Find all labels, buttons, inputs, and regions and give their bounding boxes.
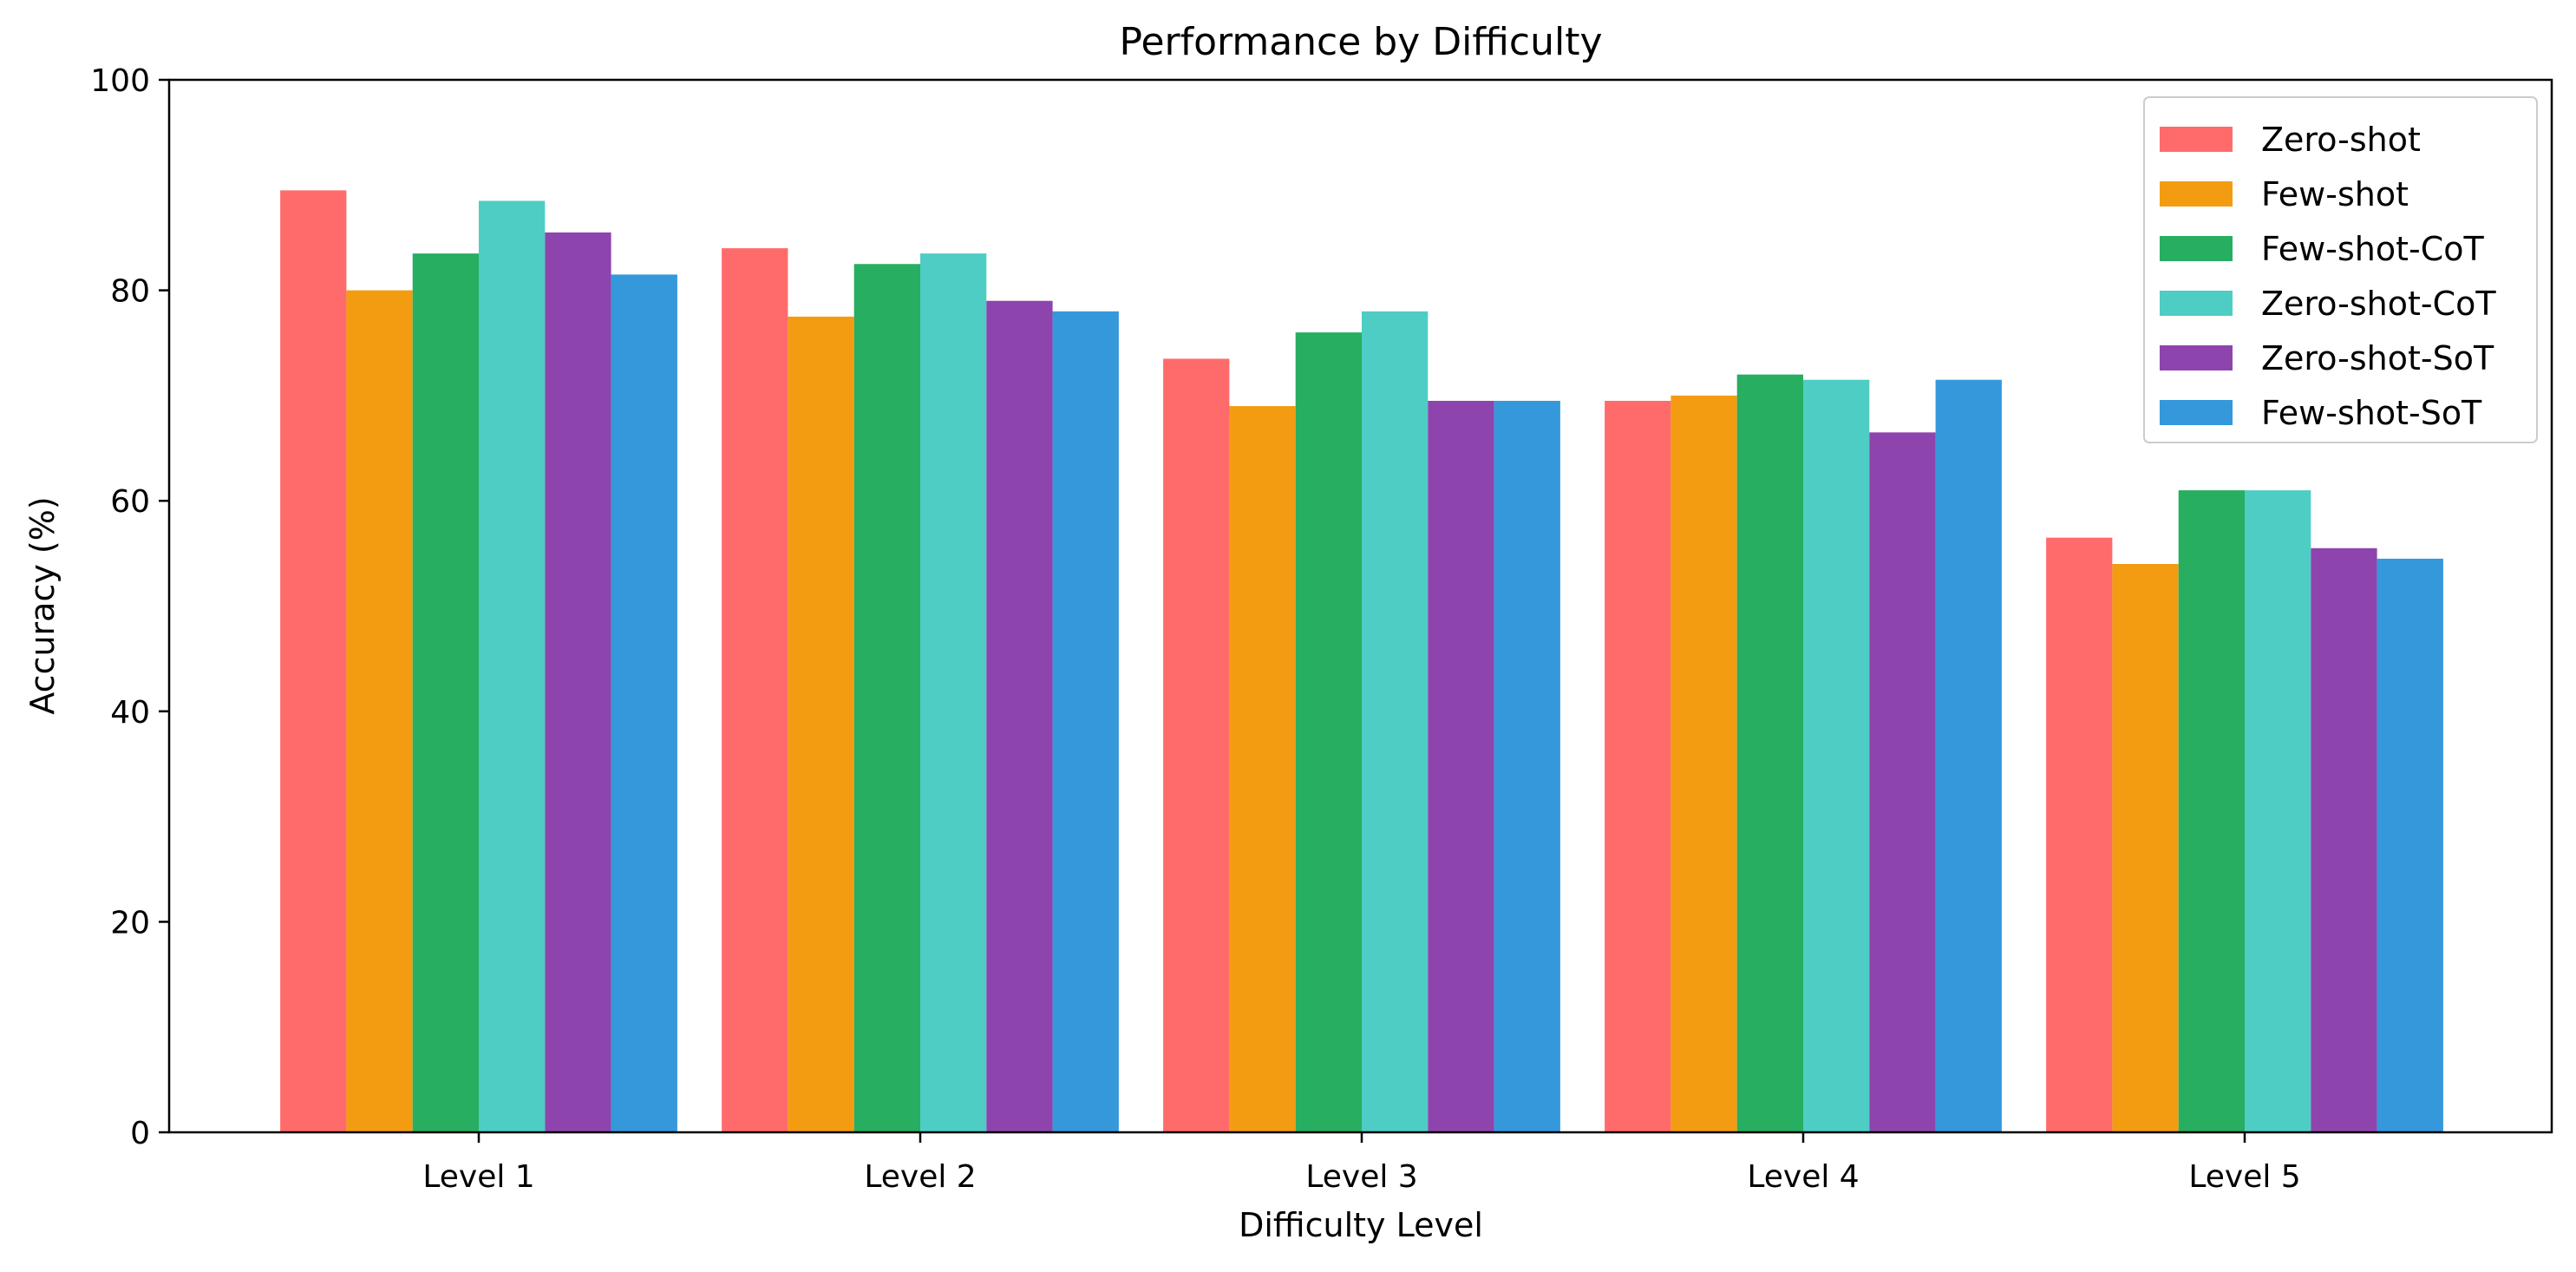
y-tick-label: 0 bbox=[130, 1116, 150, 1151]
bar-zero-shot-cot-level-4 bbox=[1803, 379, 1870, 1133]
bar-zero-shot-cot-level-3 bbox=[1362, 311, 1429, 1132]
y-tick-label: 100 bbox=[90, 63, 150, 99]
legend-swatch bbox=[2160, 291, 2233, 316]
y-axis: 0 20 40 60 80 100 bbox=[90, 63, 169, 1151]
legend-swatch bbox=[2160, 181, 2233, 207]
bar-zero-shot-level-3 bbox=[1163, 358, 1230, 1132]
bar-few-shot-cot-level-4 bbox=[1736, 374, 1803, 1132]
x-axis: Level 1 Level 2 Level 3 Level 4 Level 5 bbox=[422, 1132, 2301, 1195]
legend-frame bbox=[2143, 96, 2538, 443]
x-tick-label: Level 1 bbox=[422, 1159, 534, 1195]
legend-swatch bbox=[2160, 236, 2233, 261]
bars-group bbox=[280, 190, 2443, 1133]
bar-few-shot-cot-level-3 bbox=[1295, 332, 1362, 1132]
bar-few-shot-level-2 bbox=[788, 316, 854, 1132]
bar-zero-shot-cot-level-2 bbox=[920, 253, 987, 1132]
bar-zero-shot-level-1 bbox=[280, 190, 347, 1132]
bar-few-shot-cot-level-5 bbox=[2178, 490, 2245, 1132]
legend-entry: Few-shot bbox=[2261, 175, 2409, 213]
x-tick-label: Level 5 bbox=[2188, 1159, 2300, 1195]
legend-swatch bbox=[2160, 345, 2233, 370]
bar-few-shot-level-5 bbox=[2112, 563, 2179, 1132]
bar-zero-shot-level-5 bbox=[2046, 537, 2113, 1132]
bar-few-shot-sot-level-1 bbox=[611, 274, 677, 1132]
bar-few-shot-level-4 bbox=[1670, 395, 1737, 1132]
x-axis-label: Difficulty Level bbox=[1239, 1206, 1483, 1244]
bar-few-shot-cot-level-2 bbox=[853, 264, 920, 1132]
legend-entry: Zero-shot-CoT bbox=[2261, 285, 2496, 323]
legend-swatch bbox=[2160, 127, 2233, 152]
x-tick-label: Level 4 bbox=[1747, 1159, 1859, 1195]
bar-zero-shot-cot-level-5 bbox=[2245, 490, 2311, 1132]
bar-zero-shot-cot-level-1 bbox=[479, 200, 546, 1133]
plot-frame bbox=[167, 78, 2553, 1134]
legend-entry: Zero-shot-SoT bbox=[2261, 339, 2494, 377]
y-tick-label: 40 bbox=[110, 695, 150, 731]
x-tick-label: Level 2 bbox=[864, 1159, 976, 1195]
y-tick-label: 60 bbox=[110, 484, 150, 520]
y-axis-label: Accuracy (%) bbox=[23, 496, 62, 714]
legend-entry: Few-shot-CoT bbox=[2261, 230, 2484, 268]
bar-few-shot-sot-level-2 bbox=[1052, 311, 1119, 1132]
bar-few-shot-level-1 bbox=[346, 290, 413, 1133]
legend-entry: Zero-shot bbox=[2261, 121, 2421, 159]
x-tick-label: Level 3 bbox=[1305, 1159, 1417, 1195]
bar-zero-shot-level-4 bbox=[1605, 400, 1671, 1133]
bar-zero-shot-sot-level-3 bbox=[1428, 400, 1494, 1133]
bar-few-shot-sot-level-3 bbox=[1494, 400, 1560, 1133]
bar-zero-shot-sot-level-4 bbox=[1869, 432, 1936, 1133]
y-tick-label: 80 bbox=[110, 274, 150, 310]
bar-few-shot-cot-level-1 bbox=[412, 253, 479, 1132]
bar-few-shot-sot-level-5 bbox=[2377, 558, 2443, 1132]
chart-title: Performance by Difficulty bbox=[1119, 20, 1602, 64]
y-tick-label: 20 bbox=[110, 905, 150, 941]
bar-few-shot-level-3 bbox=[1229, 406, 1296, 1132]
legend-swatch bbox=[2160, 400, 2233, 425]
bar-zero-shot-level-2 bbox=[722, 248, 788, 1133]
bar-zero-shot-sot-level-1 bbox=[545, 232, 611, 1132]
bar-zero-shot-sot-level-5 bbox=[2311, 547, 2377, 1132]
bar-zero-shot-sot-level-2 bbox=[986, 300, 1053, 1133]
legend-entry: Few-shot-SoT bbox=[2261, 394, 2482, 432]
bar-few-shot-sot-level-4 bbox=[1935, 379, 2002, 1133]
legend: Zero-shot Few-shot Few-shot-CoT Zero-shot-C… bbox=[2143, 96, 2538, 443]
